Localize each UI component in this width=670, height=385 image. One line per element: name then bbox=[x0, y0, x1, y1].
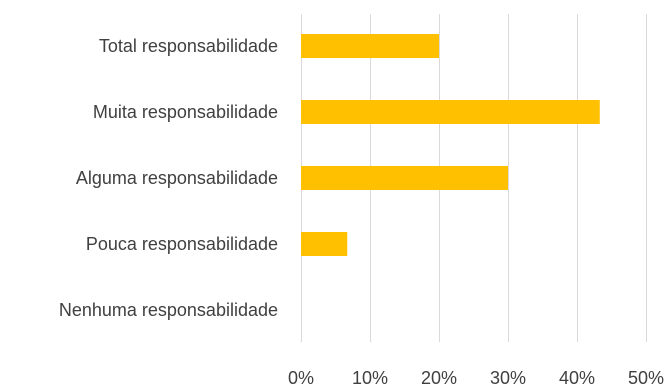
x-tick-label: 20% bbox=[421, 368, 457, 385]
category-label: Muita responsabilidade bbox=[93, 102, 278, 122]
x-tick-label: 0% bbox=[288, 368, 314, 385]
x-tick-label: 10% bbox=[352, 368, 388, 385]
category-label: Alguma responsabilidade bbox=[76, 168, 278, 188]
x-tick-label: 30% bbox=[490, 368, 526, 385]
category-label: Total responsabilidade bbox=[99, 36, 278, 56]
bars bbox=[301, 34, 600, 256]
x-tick-label: 40% bbox=[559, 368, 595, 385]
x-axis-tick-labels: 0% 10% 20% 30% 40% 50% bbox=[288, 368, 664, 385]
category-label: Pouca responsabilidade bbox=[86, 234, 278, 254]
bar bbox=[301, 100, 600, 124]
x-tick-label: 50% bbox=[628, 368, 664, 385]
bar bbox=[301, 166, 508, 190]
category-label: Nenhuma responsabilidade bbox=[59, 300, 278, 320]
bar bbox=[301, 232, 348, 256]
category-labels: Total responsabilidade Muita responsabili… bbox=[59, 36, 278, 320]
bar bbox=[301, 34, 439, 58]
